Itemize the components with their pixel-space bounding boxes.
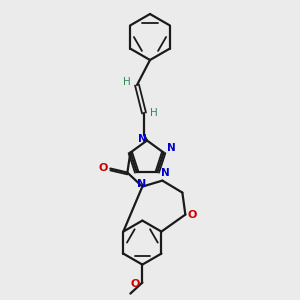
Text: O: O bbox=[99, 163, 108, 172]
Text: N: N bbox=[167, 142, 176, 153]
Text: H: H bbox=[150, 108, 158, 118]
Text: N: N bbox=[161, 168, 170, 178]
Text: N: N bbox=[137, 179, 146, 189]
Text: O: O bbox=[131, 279, 140, 289]
Text: O: O bbox=[188, 210, 197, 220]
Text: N: N bbox=[138, 134, 146, 145]
Text: H: H bbox=[123, 77, 131, 87]
